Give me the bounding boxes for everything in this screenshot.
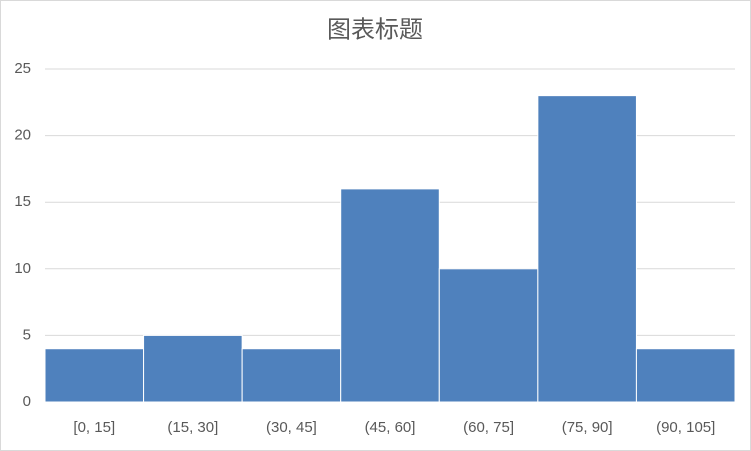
- x-tick-label: (60, 75]: [463, 419, 514, 436]
- y-tick-label: 0: [23, 393, 31, 410]
- bar: [635, 348, 736, 403]
- y-tick-label: 15: [14, 193, 31, 210]
- x-tick-label: [0, 15]: [73, 419, 115, 436]
- bar: [44, 348, 145, 403]
- bar: [537, 95, 637, 403]
- y-tick-label: 20: [14, 127, 31, 144]
- y-tick-label: 5: [23, 326, 31, 343]
- chart-title: 图表标题: [327, 16, 423, 43]
- bar: [438, 268, 539, 403]
- x-tick-label: (30, 45]: [266, 419, 317, 436]
- x-tick-label: (45, 60]: [365, 419, 416, 436]
- bar: [241, 348, 342, 403]
- y-tick-label: 25: [14, 60, 31, 77]
- x-tick-label: (75, 90]: [562, 419, 613, 436]
- bar: [340, 188, 440, 403]
- bar: [143, 334, 243, 403]
- x-tick-label: (15, 30]: [167, 419, 218, 436]
- x-tick-label: (90, 105]: [656, 419, 715, 436]
- y-tick-label: 10: [14, 260, 31, 277]
